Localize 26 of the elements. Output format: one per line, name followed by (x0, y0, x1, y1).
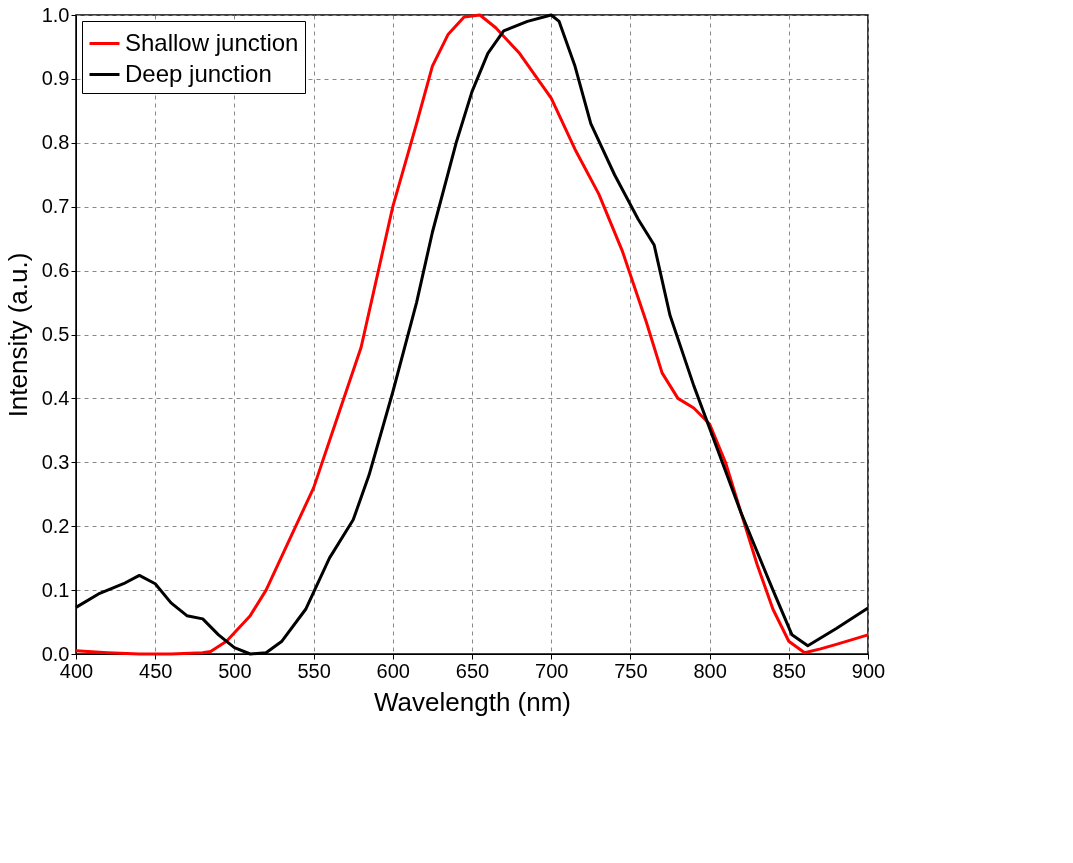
y-tick-label: 0.0 (41, 642, 70, 665)
y-tick-label: 0.7 (41, 195, 70, 218)
x-tick-label: 500 (218, 659, 252, 682)
y-tick-label: 0.3 (41, 450, 70, 473)
x-tick-label: 600 (376, 659, 410, 682)
x-tick-label: 650 (455, 659, 490, 682)
y-tick-label: 0.2 (41, 514, 70, 537)
legend-label: Shallow junction (125, 28, 299, 56)
x-tick-label: 550 (297, 659, 331, 682)
x-tick-label: 850 (772, 659, 806, 682)
y-tick-label: 0.6 (41, 259, 70, 282)
y-tick-label: 0.5 (41, 323, 70, 345)
y-tick-label: 0.9 (41, 67, 70, 90)
x-tick-label: 750 (614, 659, 648, 682)
x-tick-label: 900 (851, 659, 886, 682)
x-tick-label: 450 (139, 659, 173, 682)
y-tick-label: 0.1 (41, 578, 70, 601)
x-tick-label: 800 (693, 659, 727, 682)
x-tick-label: 700 (535, 659, 569, 682)
y-axis-title: Intensity (a.u.) (2, 252, 33, 418)
x-axis-title: Wavelength (nm) (374, 686, 571, 717)
y-tick-label: 0.8 (41, 131, 70, 154)
y-tick-label: 0.4 (41, 386, 70, 409)
legend-label: Deep junction (125, 59, 272, 87)
line-series (74, 13, 870, 656)
y-tick-label: 1.0 (41, 3, 70, 26)
